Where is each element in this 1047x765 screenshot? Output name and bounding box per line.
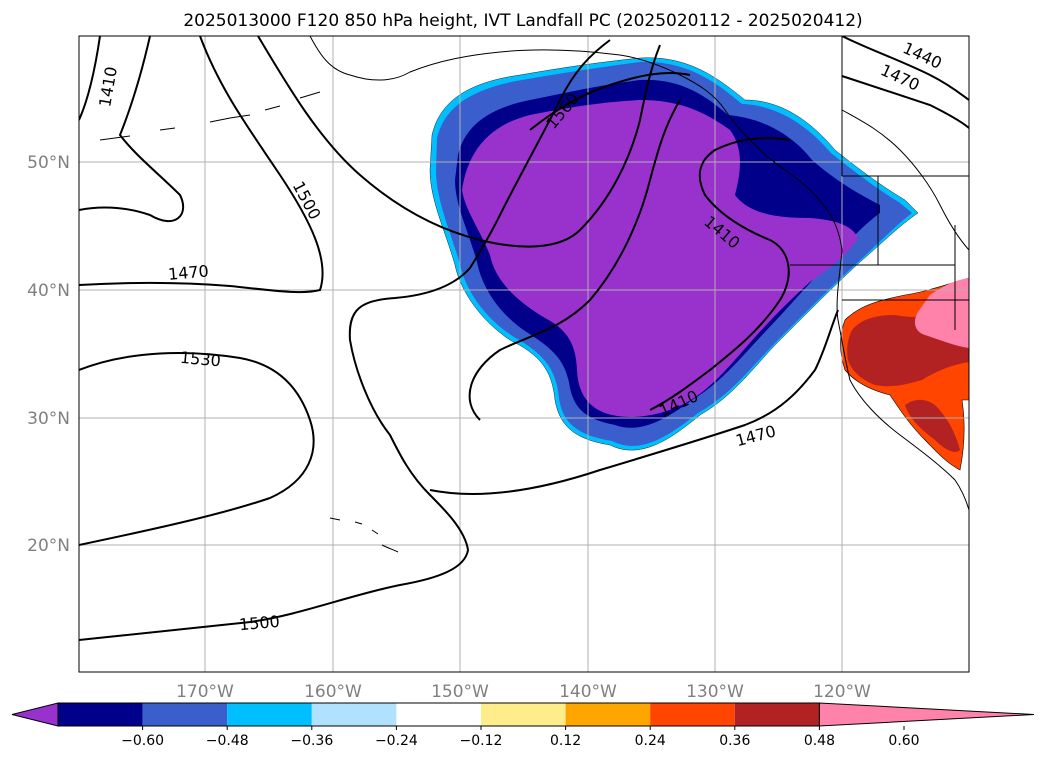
colorbar-segment <box>565 703 651 726</box>
colorbar-extend-low <box>11 702 59 727</box>
colorbar-outline <box>57 702 820 727</box>
longitude-labels: 170°W 160°W 150°W 140°W 130°W 120°W <box>176 682 871 702</box>
lon-label: 140°W <box>559 682 617 702</box>
lat-label: 40°N <box>27 281 70 301</box>
contour-1470-south <box>429 309 839 495</box>
colorbar-segment <box>227 703 312 726</box>
contour-label: 1530 <box>179 348 221 370</box>
colorbar-extend-high <box>818 702 1035 727</box>
colorbar-tick-label: −0.24 <box>375 733 418 749</box>
colorbar-tick-label: −0.12 <box>460 733 503 749</box>
colorbar-segment <box>58 703 143 726</box>
contour-1560 <box>529 72 691 131</box>
shade-level-neg-0.48 <box>462 100 858 417</box>
contour-label: 1470 <box>167 261 209 283</box>
colorbar-tick-label: −0.60 <box>121 733 164 749</box>
colorbar-tick-label: 0.60 <box>888 733 919 749</box>
contour-1440-west <box>79 36 185 222</box>
latitude-labels: 50°N 40°N 30°N 20°N <box>27 153 70 556</box>
colorbar-tick-label: 0.24 <box>635 733 666 749</box>
lat-label: 30°N <box>27 409 70 429</box>
lat-label: 20°N <box>27 536 70 556</box>
bc-coast <box>841 109 969 251</box>
contour-1500-south <box>79 39 611 641</box>
contour-1410-mid <box>649 137 791 411</box>
contour-1530-west <box>79 352 315 546</box>
aleutians <box>99 91 321 141</box>
map-frame <box>78 35 970 673</box>
lon-label: 160°W <box>304 682 362 702</box>
lon-label: 120°W <box>813 682 871 702</box>
colorbar-segment <box>481 703 566 726</box>
contour-1500-west <box>257 36 661 248</box>
contour-1470-west <box>79 36 324 294</box>
colorbar-tick-label: −0.48 <box>206 733 249 749</box>
shade-level-pos-0.48b <box>905 399 960 452</box>
height-contours <box>79 36 969 641</box>
colorbar-segment <box>734 703 820 726</box>
lat-label: 50°N <box>27 153 70 173</box>
contour-label: 1500 <box>238 612 280 634</box>
california-coast <box>837 319 969 511</box>
map-area: 1410 1440 1470 1500 1530 1500 1410 1410 … <box>79 36 969 672</box>
lon-label: 170°W <box>176 682 234 702</box>
colorbar: −0.60 −0.48 −0.36 −0.24 −0.12 0.12 0.24 0.36 0.4… <box>11 702 1035 749</box>
lon-label: 130°W <box>686 682 744 702</box>
contour-1440-mid <box>468 99 681 421</box>
colorbar-segment <box>650 703 735 726</box>
contour-1410-west <box>79 36 101 121</box>
lon-label: 150°W <box>431 682 489 702</box>
contour-1470-ne <box>841 75 969 129</box>
graticule <box>79 36 969 672</box>
colorbar-segment <box>396 703 481 726</box>
negative-pc-shading <box>429 57 919 451</box>
colorbar-tick-label: 0.36 <box>719 733 750 749</box>
colorbar-segment <box>142 703 228 726</box>
colorbar-segment <box>311 703 397 726</box>
colorbar-tick-label: 0.12 <box>550 733 581 749</box>
map-title: 2025013000 F120 850 hPa height, IVT Land… <box>183 11 862 31</box>
colorbar-tick-label: −0.36 <box>290 733 333 749</box>
colorbar-tick-label: 0.48 <box>804 733 835 749</box>
contour-1440-ne <box>841 36 969 101</box>
contour-labels: 1410 1440 1470 1500 1530 1500 1410 1410 … <box>95 38 945 634</box>
positive-pc-shading <box>840 277 969 471</box>
hawaii-islands <box>329 517 399 553</box>
political-borders <box>790 36 969 330</box>
